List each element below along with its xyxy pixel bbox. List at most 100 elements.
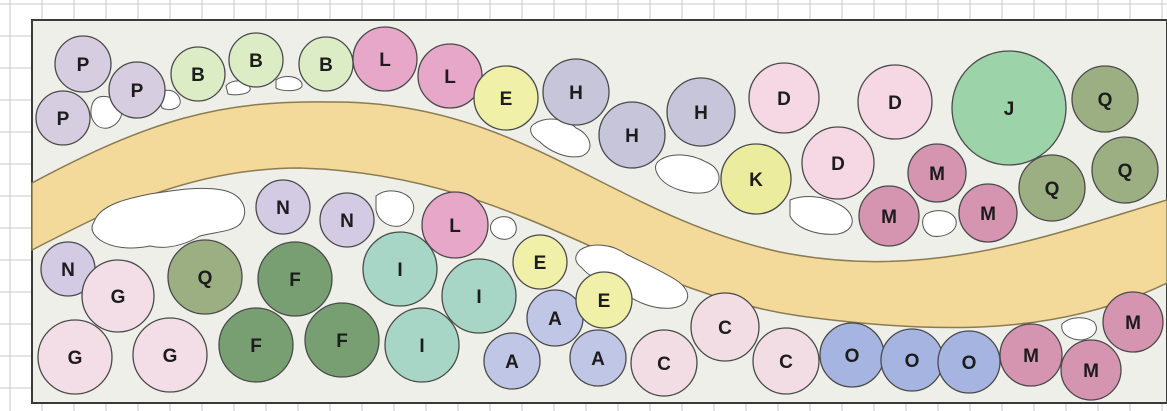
plant-circle — [907, 143, 967, 203]
plant-label: E — [500, 89, 513, 110]
plant-label: H — [694, 103, 708, 124]
plant-g: G — [81, 259, 155, 333]
plant-n: N — [319, 192, 375, 248]
plant-label: P — [77, 55, 90, 76]
plant-circle — [1102, 291, 1164, 353]
rock — [575, 244, 688, 309]
plant-m: M — [907, 143, 967, 203]
plant-label: E — [598, 291, 611, 312]
plant-circle — [35, 90, 91, 146]
plant-p: P — [35, 90, 91, 146]
plant-label: M — [1023, 346, 1039, 367]
plant-label: C — [657, 354, 671, 375]
plant-circle — [228, 32, 284, 88]
plant-circle — [999, 323, 1063, 387]
plant-m: M — [1102, 291, 1164, 353]
plant-circle — [81, 259, 155, 333]
plant-label: F — [250, 336, 262, 357]
plant-l: L — [421, 191, 489, 259]
plant-circle — [37, 319, 113, 395]
plant-label: N — [276, 198, 290, 219]
plant-circle — [512, 234, 568, 290]
rock — [789, 196, 853, 235]
plant-label: F — [289, 270, 301, 291]
plant-label: B — [319, 55, 333, 76]
plant-circle — [630, 329, 698, 397]
plant-j: J — [951, 50, 1067, 166]
plant-o: O — [880, 328, 944, 392]
plant-circle — [170, 46, 226, 102]
plant-q: Q — [1091, 136, 1159, 204]
plant-i: I — [384, 307, 460, 383]
plant-f: F — [257, 241, 333, 317]
plant-label: A — [591, 349, 605, 370]
plant-label: H — [625, 126, 639, 147]
plant-label: J — [1004, 99, 1015, 120]
plant-circle — [384, 307, 460, 383]
plant-q: Q — [167, 239, 243, 315]
plant-label: N — [340, 211, 354, 232]
plant-circle — [666, 77, 736, 147]
plant-circle — [257, 241, 333, 317]
plant-circle — [108, 61, 166, 119]
plant-circle — [752, 327, 820, 395]
plant-label: I — [397, 260, 402, 281]
plant-g: G — [37, 319, 113, 395]
plant-circle — [598, 101, 666, 169]
plant-n: N — [255, 179, 311, 235]
plant-circle — [958, 183, 1018, 243]
plant-label: O — [905, 351, 920, 372]
plant-m: M — [1060, 339, 1122, 401]
plant-circle — [304, 302, 380, 378]
plant-circle — [473, 65, 539, 131]
plant-label: F — [336, 331, 348, 352]
plant-q: Q — [1018, 154, 1086, 222]
rock — [1061, 317, 1097, 341]
plant-m: M — [958, 183, 1018, 243]
plant-h: H — [666, 77, 736, 147]
plant-label: E — [534, 253, 547, 274]
plant-label: M — [881, 207, 897, 228]
plant-a: A — [483, 332, 541, 390]
plant-label: C — [718, 318, 732, 339]
plant-circle — [569, 329, 627, 387]
plant-circle — [801, 126, 875, 200]
plant-f: F — [218, 307, 294, 383]
plant-label: D — [888, 93, 902, 114]
plant-circle — [858, 185, 920, 247]
rock — [922, 210, 957, 237]
rock — [655, 154, 720, 194]
plant-label: M — [929, 164, 945, 185]
plant-o: O — [819, 322, 885, 388]
plant-label: Q — [1098, 90, 1113, 111]
plant-label: A — [548, 309, 562, 330]
plant-label: L — [444, 67, 456, 88]
plant-label: M — [1083, 361, 1099, 382]
plant-circle — [167, 239, 243, 315]
plant-label: Q — [1045, 179, 1060, 200]
plant-circle — [441, 258, 517, 334]
garden-path — [31, 101, 1167, 329]
plant-b: B — [170, 46, 226, 102]
plant-a: A — [569, 329, 627, 387]
plant-k: K — [720, 143, 792, 215]
plant-e: E — [575, 271, 633, 329]
plant-circle — [857, 64, 933, 140]
plant-m: M — [999, 323, 1063, 387]
plant-label: A — [505, 352, 519, 373]
plant-label: L — [449, 216, 461, 237]
plant-i: I — [441, 258, 517, 334]
plant-g: G — [132, 317, 208, 393]
plant-b: B — [298, 36, 354, 92]
plant-circle — [483, 332, 541, 390]
plant-d: D — [857, 64, 933, 140]
plant-label: Q — [198, 268, 213, 289]
plant-label: D — [777, 89, 791, 110]
plant-a: A — [526, 289, 584, 347]
plant-p: P — [54, 35, 112, 93]
plant-label: I — [476, 287, 481, 308]
plant-circle — [542, 58, 610, 126]
plant-label: B — [249, 51, 263, 72]
plant-label: K — [749, 170, 763, 191]
plant-e: E — [512, 234, 568, 290]
